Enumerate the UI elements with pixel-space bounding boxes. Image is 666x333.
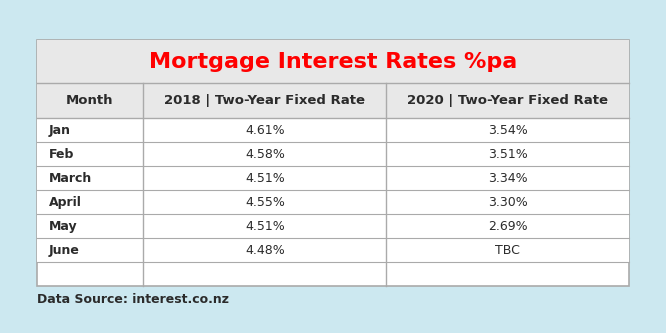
Bar — [37, 40, 629, 286]
Text: 4.58%: 4.58% — [245, 148, 285, 161]
Text: 3.51%: 3.51% — [488, 148, 527, 161]
Text: 4.48%: 4.48% — [245, 243, 284, 257]
Text: Data Source: interest.co.nz: Data Source: interest.co.nz — [37, 293, 228, 306]
Bar — [37, 190, 629, 214]
Bar — [37, 118, 629, 142]
Text: 4.61%: 4.61% — [245, 124, 284, 137]
Text: 4.51%: 4.51% — [245, 171, 284, 185]
Bar — [37, 142, 629, 166]
Text: 3.34%: 3.34% — [488, 171, 527, 185]
Text: Mortgage Interest Rates %pa: Mortgage Interest Rates %pa — [149, 52, 517, 72]
Text: 2.69%: 2.69% — [488, 219, 527, 233]
Text: 3.54%: 3.54% — [488, 124, 527, 137]
Text: TBC: TBC — [496, 243, 520, 257]
Bar — [37, 40, 629, 83]
Text: June: June — [49, 243, 79, 257]
Text: 2018 | Two-Year Fixed Rate: 2018 | Two-Year Fixed Rate — [165, 94, 366, 107]
Text: April: April — [49, 195, 81, 209]
Bar — [37, 83, 629, 118]
Bar — [37, 238, 629, 262]
Text: Feb: Feb — [49, 148, 74, 161]
Bar — [37, 166, 629, 190]
Text: Jan: Jan — [49, 124, 71, 137]
Text: Month: Month — [66, 94, 114, 107]
Text: 3.30%: 3.30% — [488, 195, 527, 209]
Text: 4.55%: 4.55% — [245, 195, 285, 209]
Text: 2020 | Two-Year Fixed Rate: 2020 | Two-Year Fixed Rate — [408, 94, 608, 107]
Bar — [37, 214, 629, 238]
Text: March: March — [49, 171, 92, 185]
Text: May: May — [49, 219, 77, 233]
Text: 4.51%: 4.51% — [245, 219, 284, 233]
